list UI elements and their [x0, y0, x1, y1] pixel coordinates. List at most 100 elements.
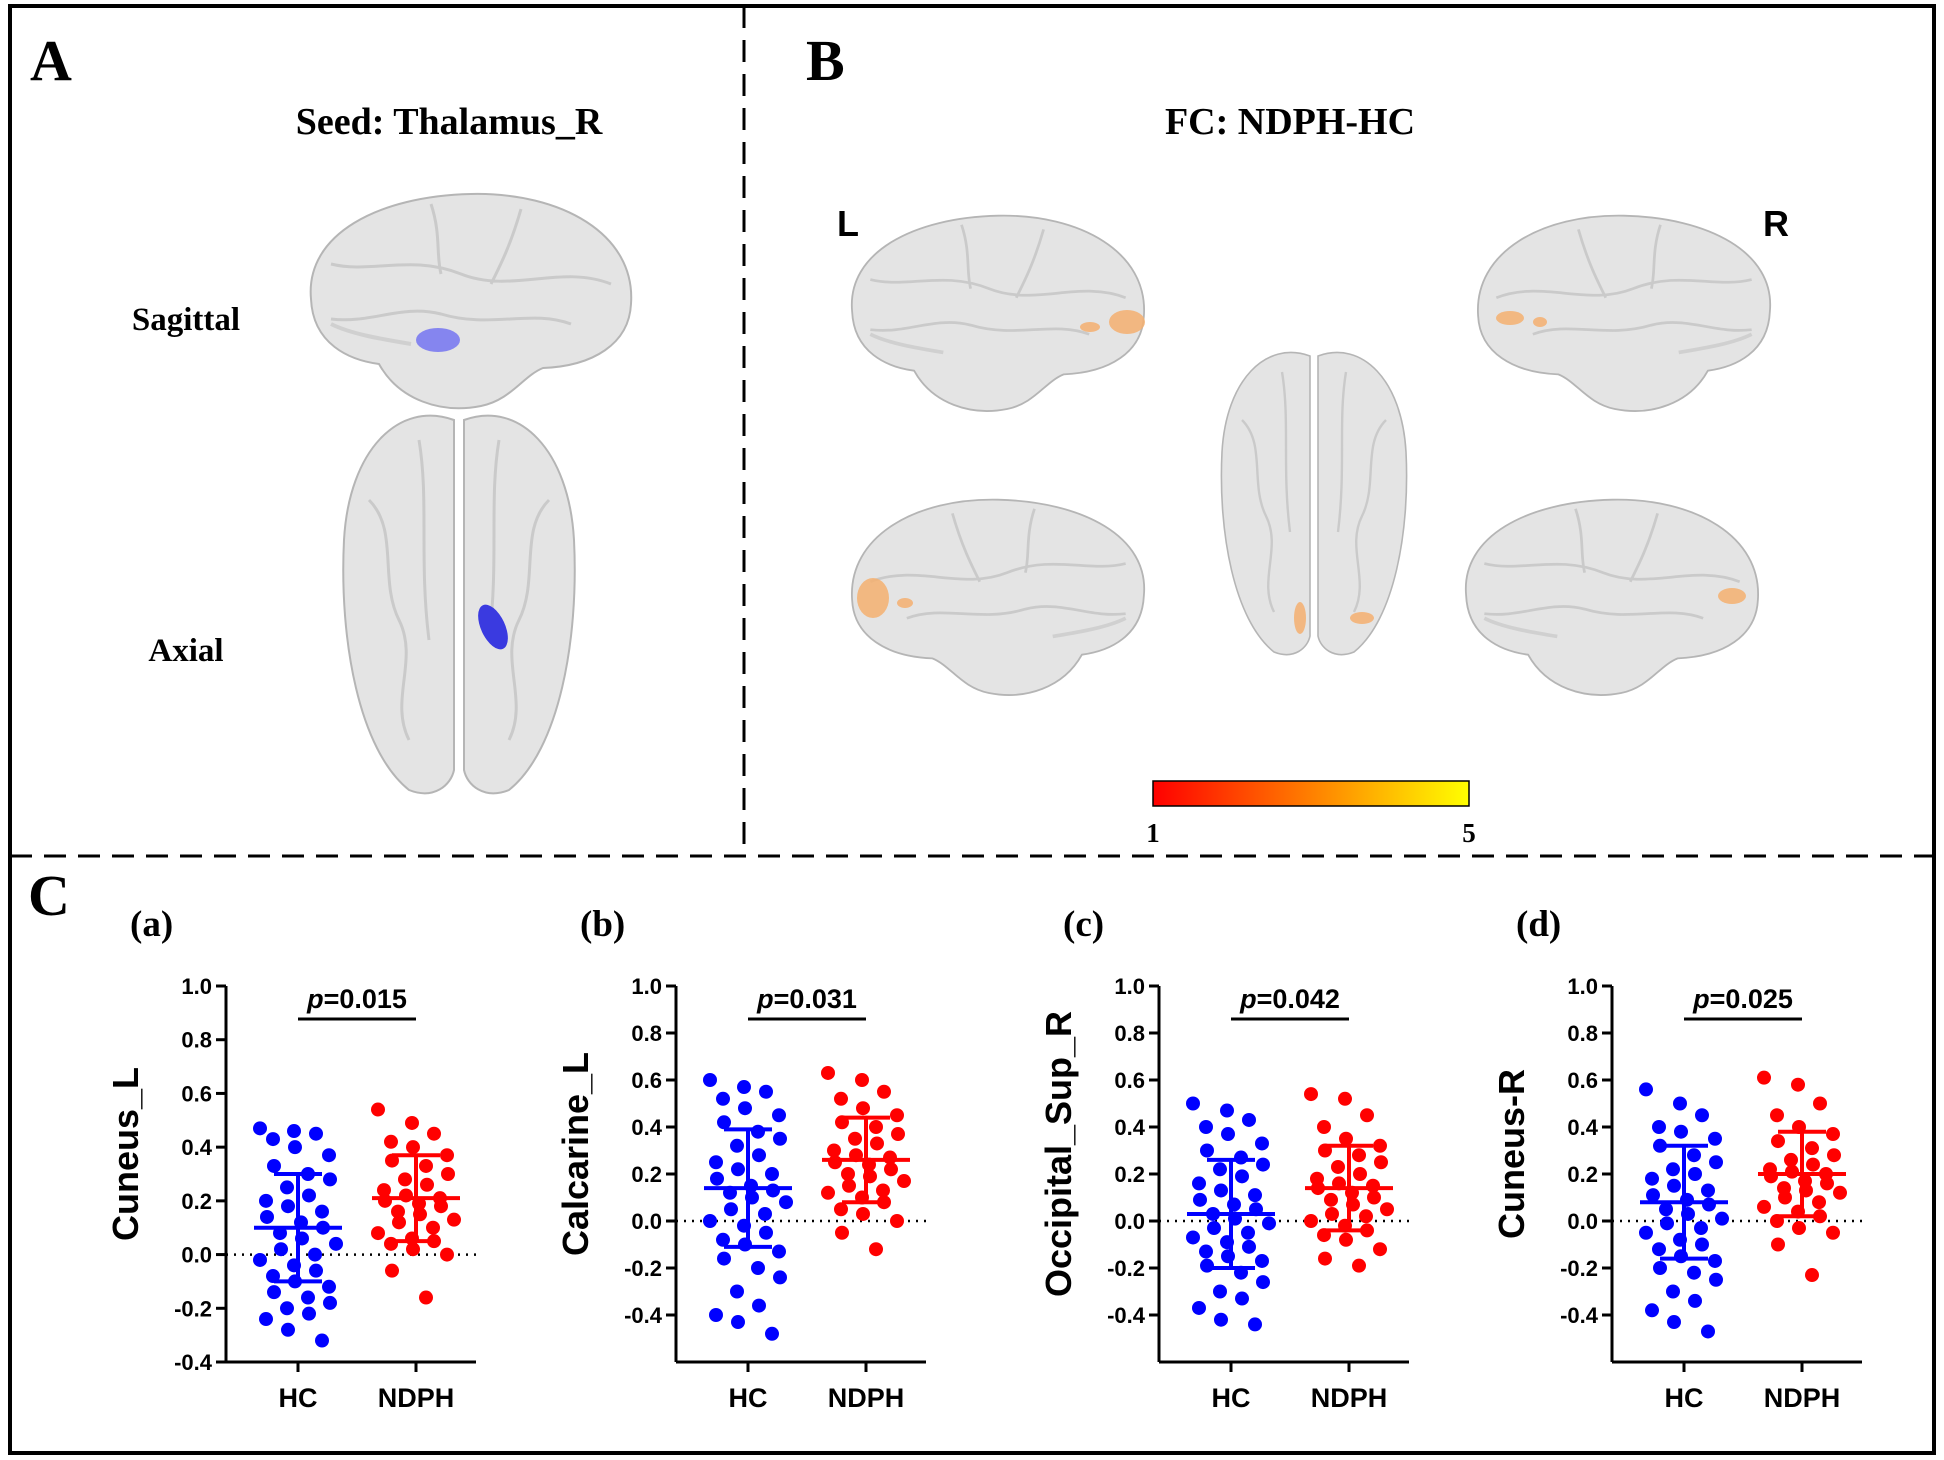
- data-point: [876, 1183, 890, 1198]
- data-point: [1235, 1169, 1249, 1184]
- data-point: [1778, 1190, 1792, 1205]
- data-point: [703, 1073, 717, 1087]
- colorbar-label: 1: [1146, 818, 1160, 848]
- data-point: [329, 1236, 343, 1251]
- x-tick-label: NDPH: [1764, 1383, 1841, 1413]
- data-point: [1248, 1188, 1262, 1203]
- data-point: [1367, 1190, 1381, 1205]
- data-point: [1688, 1167, 1702, 1181]
- data-point: [1813, 1096, 1827, 1111]
- data-point: [1792, 1221, 1806, 1236]
- data-point: [841, 1167, 855, 1181]
- data-point: [759, 1225, 773, 1240]
- data-point: [1317, 1120, 1331, 1134]
- data-point: [759, 1084, 773, 1099]
- data-point: [1694, 1221, 1708, 1236]
- data-point: [280, 1301, 294, 1316]
- data-point: [1688, 1293, 1702, 1308]
- data-point: [1200, 1143, 1214, 1158]
- view-label: Axial: [148, 633, 223, 669]
- y-tick-label: 0.8: [1567, 1021, 1598, 1046]
- data-point: [1374, 1155, 1388, 1170]
- data-point: [772, 1108, 786, 1123]
- data-point: [1695, 1237, 1709, 1252]
- data-point: [716, 1091, 730, 1106]
- data-point: [1338, 1091, 1352, 1106]
- annotation: p=0.015: [306, 984, 407, 1014]
- data-point: [1373, 1138, 1387, 1153]
- data-point: [315, 1333, 329, 1348]
- y-tick-label: 0.4: [181, 1135, 212, 1160]
- data-point: [274, 1242, 288, 1257]
- brain-axial: [341, 414, 577, 795]
- brain-medial: [1476, 213, 1773, 413]
- data-point: [447, 1212, 461, 1227]
- data-point: [392, 1215, 406, 1230]
- brain-lateral: [1463, 497, 1760, 697]
- y-axis-label: Cuneus-R: [1491, 1069, 1532, 1239]
- data-point: [1646, 1188, 1660, 1203]
- data-point: [835, 1225, 849, 1240]
- data-point: [848, 1131, 862, 1146]
- y-tick-label: 1.0: [631, 974, 662, 999]
- panel-label: C: [28, 863, 70, 928]
- data-point: [1812, 1195, 1826, 1210]
- data-point: [834, 1091, 848, 1106]
- data-point: [1192, 1176, 1206, 1191]
- data-point: [1199, 1244, 1213, 1259]
- y-tick-label: -0.2: [174, 1296, 212, 1321]
- y-tick-label: 0.4: [631, 1115, 662, 1140]
- data-point: [281, 1322, 295, 1337]
- data-point: [870, 1136, 884, 1151]
- data-point: [1207, 1221, 1221, 1236]
- data-point: [419, 1158, 433, 1173]
- data-point: [765, 1167, 779, 1181]
- data-point: [717, 1251, 731, 1266]
- data-point: [1304, 1214, 1318, 1228]
- data-point: [1820, 1176, 1834, 1191]
- brain-medial: [850, 497, 1147, 697]
- data-point: [1757, 1070, 1771, 1085]
- data-point: [253, 1121, 267, 1136]
- activation: [857, 310, 1746, 634]
- data-point: [877, 1084, 891, 1099]
- seed-region: [478, 604, 508, 650]
- data-point: [440, 1148, 454, 1163]
- data-point: [1360, 1108, 1374, 1123]
- x-tick-label: HC: [1212, 1383, 1251, 1413]
- data-point: [384, 1134, 398, 1149]
- data-point: [772, 1244, 786, 1259]
- data-point: [1652, 1242, 1666, 1257]
- data-point: [1826, 1127, 1840, 1142]
- data-point: [267, 1158, 281, 1173]
- data-point: [1695, 1108, 1709, 1123]
- data-point: [710, 1171, 724, 1186]
- data-point: [1242, 1239, 1256, 1254]
- y-tick-label: 0.0: [1114, 1209, 1145, 1234]
- data-point: [884, 1162, 898, 1177]
- data-point: [1791, 1077, 1805, 1092]
- data-point: [1235, 1291, 1249, 1306]
- data-point: [731, 1162, 745, 1177]
- data-point: [751, 1124, 765, 1139]
- data-point: [1667, 1315, 1681, 1330]
- panel-label: A: [30, 28, 72, 93]
- data-point: [827, 1143, 841, 1158]
- data-point: [856, 1206, 870, 1221]
- data-point: [308, 1247, 322, 1262]
- data-point: [834, 1202, 848, 1217]
- data-point: [821, 1185, 835, 1200]
- data-point: [1639, 1082, 1653, 1097]
- data-point: [1771, 1237, 1785, 1252]
- data-point: [716, 1232, 730, 1247]
- data-point: [1687, 1265, 1701, 1280]
- data-point: [751, 1261, 765, 1275]
- data-point: [821, 1065, 835, 1080]
- data-point: [1660, 1216, 1674, 1231]
- data-point: [856, 1101, 870, 1116]
- data-point: [737, 1080, 751, 1095]
- panel-title: FC: NDPH-HC: [1165, 101, 1415, 143]
- data-point: [703, 1214, 717, 1228]
- annotation: p=0.025: [1692, 984, 1793, 1014]
- y-tick-label: 0.6: [1567, 1068, 1598, 1093]
